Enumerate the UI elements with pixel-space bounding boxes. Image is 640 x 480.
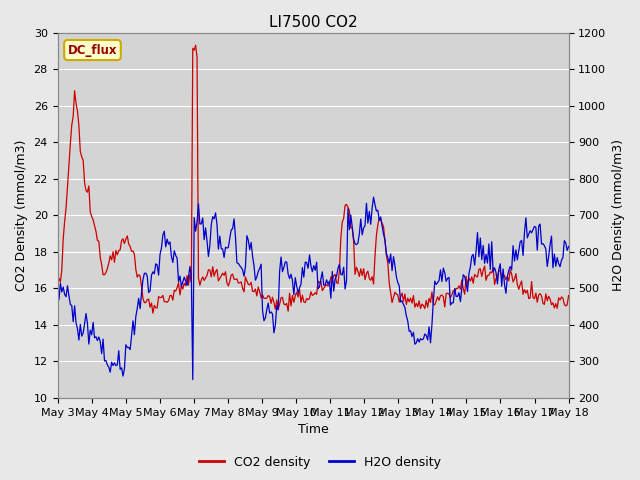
Legend: CO2 density, H2O density: CO2 density, H2O density [194, 451, 446, 474]
X-axis label: Time: Time [298, 423, 328, 436]
Title: LI7500 CO2: LI7500 CO2 [269, 15, 357, 30]
Y-axis label: CO2 Density (mmol/m3): CO2 Density (mmol/m3) [15, 140, 28, 291]
Text: DC_flux: DC_flux [68, 44, 117, 57]
Y-axis label: H2O Density (mmol/m3): H2O Density (mmol/m3) [612, 139, 625, 291]
